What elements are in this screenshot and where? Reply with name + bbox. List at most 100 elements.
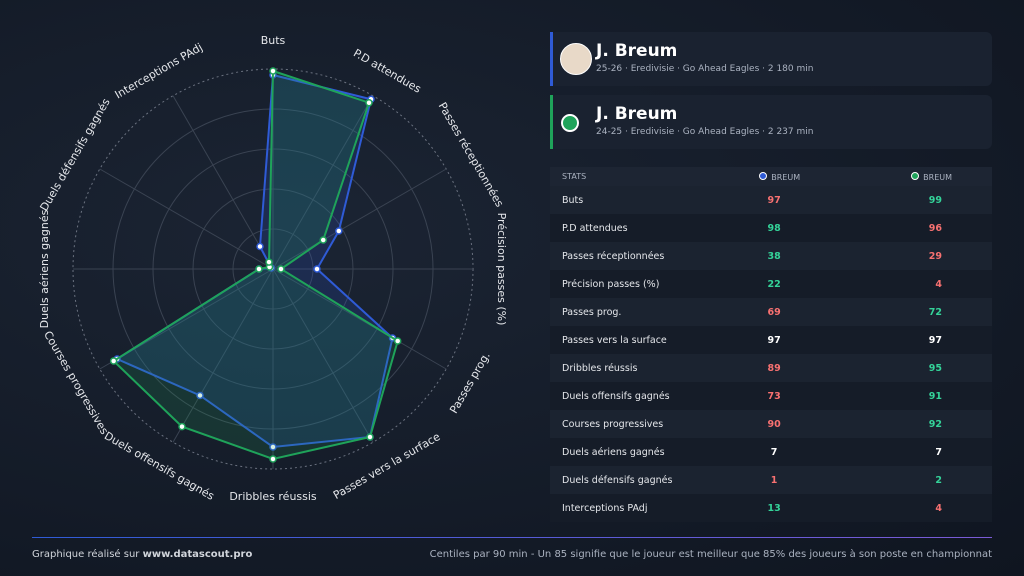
spoke [172, 268, 274, 443]
stat-name: Passes prog. [562, 306, 622, 318]
stat-value: 92 [928, 418, 942, 430]
axis-label: Duels aériens gagnés [38, 209, 51, 328]
player-card: J. Breum 24-25 · Eredivisie · Go Ahead E… [550, 95, 992, 149]
avatar [560, 43, 592, 75]
series-icon [561, 114, 579, 132]
spoke [272, 268, 447, 370]
point [269, 443, 277, 451]
point [335, 227, 343, 235]
axis-label: Passes prog. [447, 350, 493, 416]
stat-value: 1 [770, 474, 778, 486]
table-row: Passes vers la surface 97 97 [550, 326, 992, 354]
axis-label: Courses progressives [41, 329, 111, 437]
spoke [99, 168, 274, 270]
table-row: Interceptions PAdj 13 4 [550, 494, 992, 522]
series-area [112, 69, 399, 461]
stat-value: 99 [928, 194, 942, 206]
stat-name: Passes réceptionnées [562, 250, 665, 262]
stats-table: STATS BREUM BREUM Buts 97 99 P.D attendues 9… [550, 167, 992, 522]
axis-label: P.D attendues [351, 46, 424, 95]
credit: Graphique réalisé sur [32, 549, 140, 560]
axis-label: Interceptions PAdj [113, 41, 205, 102]
table-row: Passes prog. 69 72 [550, 298, 992, 326]
point [393, 337, 402, 345]
accent-bar [550, 32, 553, 86]
stat-value: 97 [928, 334, 942, 346]
footer-credit: Graphique réalisé sur www.datascout.pro [32, 549, 252, 560]
stat-value: 95 [928, 362, 942, 374]
stat-value: 89 [767, 362, 781, 374]
table-row: Dribbles réussis 89 95 [550, 354, 992, 382]
point [196, 391, 204, 400]
point [277, 265, 285, 273]
point [178, 422, 186, 431]
site: www.datascout.pro [142, 549, 253, 560]
axis-label: Précision passes (%) [495, 213, 508, 326]
stat-value: 97 [767, 334, 781, 346]
table-row: P.D attendues 98 96 [550, 214, 992, 242]
point [269, 455, 277, 463]
point [109, 357, 118, 365]
stat-value: 2 [935, 474, 942, 486]
point [265, 258, 273, 266]
stat-value: 73 [767, 390, 781, 402]
table-row: Duels défensifs gagnés 1 2 [550, 466, 992, 494]
table-row: Courses progressives 90 92 [550, 410, 992, 438]
header-series: BREUM [725, 171, 834, 182]
axis-label: Dribbles réussis [229, 490, 317, 503]
stat-name: P.D attendues [562, 222, 628, 234]
stat-value: 97 [767, 194, 781, 206]
stat-value: 4 [935, 278, 942, 290]
series-name: BREUM [923, 172, 952, 182]
player-name: J. Breum [596, 41, 678, 61]
table-row: Duels aériens gagnés 7 7 [550, 438, 992, 466]
stat-value: 38 [767, 250, 781, 262]
player-info: 24-25 · Eredivisie · Go Ahead Eagles · 2… [596, 127, 814, 137]
axis-label: Duels défensifs gagnés [38, 96, 113, 214]
table-row: Passes réceptionnées 38 29 [550, 242, 992, 270]
table-row: Buts 97 99 [550, 186, 992, 214]
point [365, 98, 373, 107]
spoke [172, 95, 274, 270]
stat-value: 7 [770, 446, 778, 458]
spoke [272, 168, 447, 270]
stat-value: 90 [767, 418, 781, 430]
header-label: STATS [562, 172, 587, 181]
header-series: BREUM [834, 171, 992, 182]
stat-value: 98 [767, 222, 781, 234]
point [313, 265, 321, 273]
stat-name: Précision passes (%) [562, 278, 660, 290]
player-name: J. Breum [596, 104, 678, 124]
divider [32, 537, 992, 538]
stat-value: 91 [928, 390, 942, 402]
footer-note: Centiles par 90 min - Un 85 signifie que… [429, 549, 992, 560]
stat-name: Courses progressives [562, 418, 664, 430]
stat-name: Duels aériens gagnés [562, 446, 665, 458]
point [269, 67, 277, 75]
point [319, 236, 327, 244]
axis-label: Buts [261, 34, 286, 47]
stat-name: Buts [562, 194, 584, 206]
table-header: STATS BREUM BREUM [550, 167, 992, 186]
player-info: 25-26 · Eredivisie · Go Ahead Eagles · 2… [596, 64, 814, 74]
stat-value: 29 [928, 250, 942, 262]
stat-value: 7 [935, 446, 942, 458]
spoke [272, 95, 374, 270]
stat-name: Duels défensifs gagnés [562, 474, 673, 486]
table-row: Précision passes (%) 22 4 [550, 270, 992, 298]
stat-name: Passes vers la surface [562, 334, 667, 346]
accent-bar [550, 95, 553, 149]
stat-value: 13 [767, 502, 781, 514]
stat-name: Interceptions PAdj [562, 502, 648, 514]
series-name: BREUM [771, 172, 801, 182]
stat-value: 96 [928, 222, 942, 234]
axis-label: Passes réceptionnées [436, 100, 507, 209]
stat-name: Duels offensifs gagnés [562, 390, 670, 402]
stat-name: Dribbles réussis [562, 362, 638, 374]
stat-value: 22 [767, 278, 781, 290]
spoke [272, 268, 374, 443]
stat-value: 72 [928, 306, 942, 318]
player-card: J. Breum 25-26 · Eredivisie · Go Ahead E… [550, 32, 992, 86]
